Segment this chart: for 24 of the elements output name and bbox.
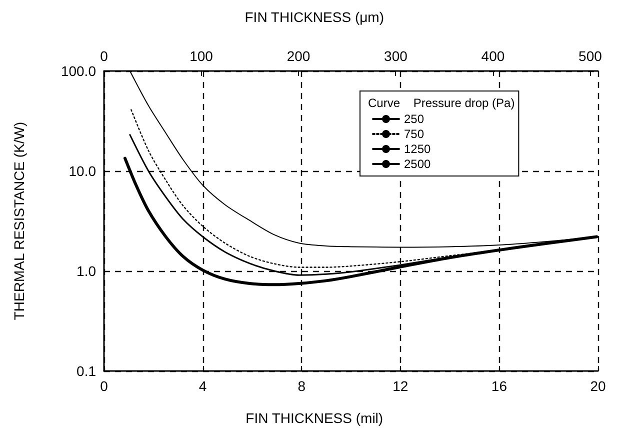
x2-tick-label: 200 — [286, 48, 310, 64]
x2-tick-label: 300 — [384, 48, 408, 64]
x-axis-title: FIN THICKNESS (mil) — [246, 410, 384, 426]
legend-label: 750 — [404, 127, 424, 141]
y-axis-title: THERMAL RESISTANCE (K/W) — [11, 122, 27, 320]
legend-title: Curve Pressure drop (Pa) — [368, 96, 515, 110]
legend-label: 1250 — [404, 142, 432, 156]
x-tick-label: 12 — [392, 378, 408, 394]
x-tick-label: 8 — [298, 378, 306, 394]
y-tick-label: 100.0 — [60, 63, 96, 79]
legend-label: 2500 — [404, 157, 432, 171]
y-tick-label: 1.0 — [76, 263, 96, 279]
x2-axis-title: FIN THICKNESS (μm) — [244, 9, 384, 25]
x2-tick-label: 500 — [578, 48, 602, 64]
x2-tick-label: 0 — [100, 48, 108, 64]
y-tick-label: 10.0 — [68, 163, 96, 179]
x-tick-label: 16 — [491, 378, 508, 394]
x-tick-label: 4 — [198, 378, 207, 394]
x-tick-label: 0 — [100, 378, 108, 394]
x2-tick-label: 400 — [481, 48, 505, 64]
x-tick-label: 20 — [590, 378, 606, 394]
legend-label: 250 — [404, 112, 424, 126]
y-tick-label: 0.1 — [76, 363, 96, 379]
x2-tick-label: 100 — [190, 48, 214, 64]
